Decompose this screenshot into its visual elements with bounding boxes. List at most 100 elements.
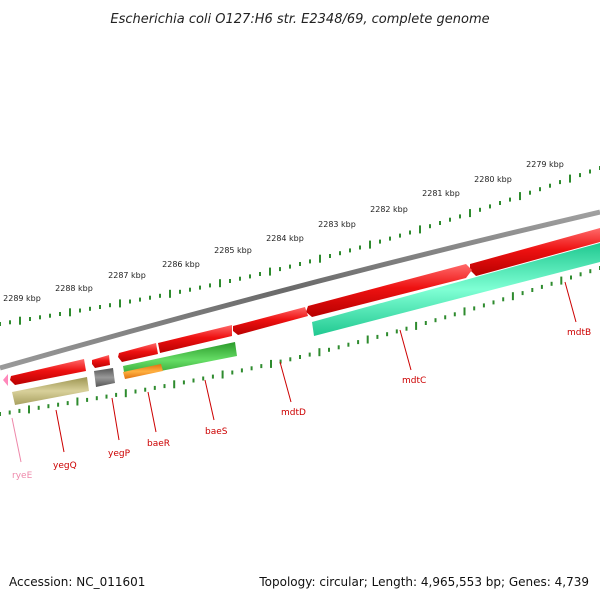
gene-label-mdtD[interactable]: mdtD <box>281 408 306 418</box>
inner-minor-tick <box>337 345 340 350</box>
outer-minor-tick <box>339 251 341 256</box>
cds-baeR[interactable] <box>118 343 158 362</box>
outer-major-tick <box>569 174 571 183</box>
gene-label-baeS[interactable]: baeS <box>205 427 228 437</box>
outer-minor-tick <box>429 224 431 229</box>
scale-label: 2279 kbp <box>526 160 564 169</box>
outer-major-tick <box>169 289 171 298</box>
inner-tick-ring <box>0 266 600 416</box>
outer-minor-tick <box>89 306 91 311</box>
cds-yegQ[interactable] <box>10 359 86 385</box>
outer-minor-tick <box>229 279 231 283</box>
gene-label-yegQ[interactable]: yegQ <box>53 461 77 471</box>
inner-major-tick <box>124 389 127 398</box>
outer-major-tick <box>469 209 471 218</box>
outer-minor-tick <box>389 236 391 241</box>
scale-label: 2288 kbp <box>55 284 93 293</box>
outer-minor-tick <box>259 272 261 276</box>
outer-minor-tick <box>399 233 401 238</box>
feature-track <box>3 243 600 405</box>
outer-minor-tick <box>159 293 161 298</box>
cds-mdtC[interactable] <box>306 264 472 317</box>
outer-minor-tick <box>209 283 211 288</box>
outer-minor-tick <box>139 297 141 302</box>
outer-minor-tick <box>489 204 491 209</box>
inner-major-tick <box>28 405 30 414</box>
outer-minor-tick <box>549 183 551 188</box>
inner-minor-tick <box>444 315 447 320</box>
feature-teal[interactable] <box>312 243 600 336</box>
forward-cds-track <box>10 228 600 385</box>
inner-minor-tick <box>240 368 243 373</box>
outer-minor-tick <box>459 214 461 219</box>
gene-label-mdtC[interactable]: mdtC <box>402 376 426 386</box>
gene-label-baeR[interactable]: baeR <box>147 439 170 449</box>
feature-gray[interactable] <box>94 368 115 387</box>
inner-minor-tick <box>531 288 534 292</box>
inner-minor-tick <box>47 404 50 409</box>
inner-minor-tick <box>57 402 60 407</box>
outer-minor-tick <box>449 217 451 222</box>
cds-mdtD[interactable] <box>233 307 308 335</box>
outer-minor-tick <box>79 308 81 313</box>
inner-minor-tick <box>211 374 214 379</box>
inner-minor-tick <box>95 396 98 401</box>
gene-label-ryeE[interactable]: ryeE <box>12 471 33 481</box>
outer-minor-tick <box>289 264 291 269</box>
outer-tick-ring <box>0 166 600 326</box>
outer-minor-tick <box>409 230 411 235</box>
inner-minor-tick <box>163 384 166 389</box>
outer-major-tick <box>269 267 271 276</box>
gene-label-yegP[interactable]: yegP <box>108 449 131 459</box>
inner-minor-tick <box>289 357 292 362</box>
inner-minor-tick <box>453 312 456 317</box>
outer-minor-tick <box>189 287 191 292</box>
gene-label-mdtB[interactable]: mdtB <box>567 328 591 338</box>
inner-minor-tick <box>589 269 592 274</box>
feature-orange[interactable] <box>123 364 163 379</box>
scale-label: 2285 kbp <box>214 246 252 255</box>
inner-minor-tick <box>328 347 330 352</box>
cds-yegP[interactable] <box>92 355 110 368</box>
outer-minor-tick <box>479 207 481 212</box>
outer-minor-tick <box>529 190 531 195</box>
outer-minor-tick <box>589 169 591 174</box>
inner-minor-tick <box>492 300 495 305</box>
inner-minor-tick <box>66 401 69 406</box>
inner-minor-tick <box>144 387 147 392</box>
outer-minor-tick <box>149 295 151 300</box>
inner-minor-tick <box>86 397 89 402</box>
inner-major-tick <box>366 335 369 344</box>
outer-major-tick <box>119 299 121 308</box>
outer-minor-tick <box>199 285 201 290</box>
outer-minor-tick <box>539 187 541 192</box>
outer-major-tick <box>419 225 421 234</box>
outer-minor-tick <box>579 173 581 178</box>
cds-baeS[interactable] <box>158 325 232 353</box>
inner-minor-tick <box>8 410 11 415</box>
inner-minor-tick <box>231 370 234 375</box>
accession-text: Accession: NC_011601 <box>9 575 145 589</box>
outer-minor-tick <box>309 259 311 264</box>
outer-major-tick <box>219 279 221 288</box>
outer-minor-tick <box>29 317 31 321</box>
outer-minor-tick <box>359 245 361 250</box>
outer-major-tick <box>69 308 71 317</box>
feature-olive[interactable] <box>12 377 89 405</box>
outer-major-tick <box>519 192 521 201</box>
inner-minor-tick <box>395 329 398 334</box>
outer-minor-tick <box>279 267 281 272</box>
scale-label: 2283 kbp <box>318 220 356 229</box>
scale-label: 2287 kbp <box>108 271 146 280</box>
inner-minor-tick <box>502 297 505 302</box>
inner-minor-tick <box>386 332 389 337</box>
inner-major-tick <box>318 348 321 357</box>
rna-ryeE-glyph[interactable] <box>3 374 8 386</box>
outer-major-tick <box>369 240 371 249</box>
inner-minor-tick <box>540 284 543 289</box>
inner-minor-tick <box>153 385 156 390</box>
cds-mdtB[interactable] <box>470 228 600 276</box>
inner-major-tick <box>511 292 514 301</box>
inner-minor-tick <box>376 334 379 339</box>
genome-backbone <box>0 209 600 371</box>
